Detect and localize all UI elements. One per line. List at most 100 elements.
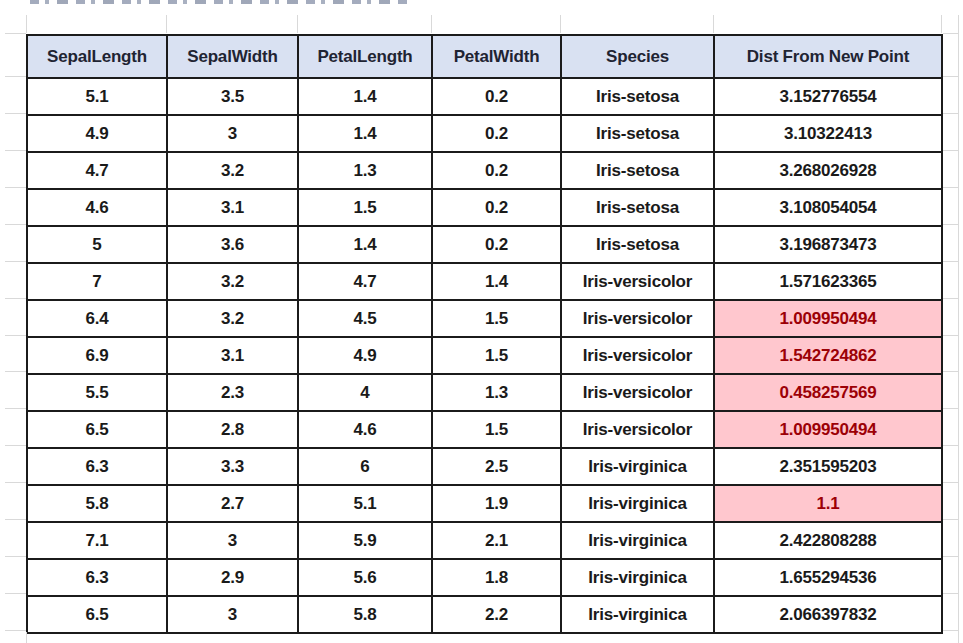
table-cell[interactable]: 3.5 — [167, 78, 298, 115]
gridline-stub — [713, 15, 714, 33]
table-cell[interactable]: Iris-virginica — [561, 448, 714, 485]
table-cell[interactable]: 3.108054054 — [714, 189, 942, 226]
table-cell[interactable]: 2.422808288 — [714, 522, 942, 559]
table-cell[interactable]: 2.1 — [432, 522, 561, 559]
table-cell[interactable]: 1.4 — [298, 226, 432, 263]
gridline-stub — [5, 187, 26, 188]
gridline-stub — [5, 150, 26, 151]
table-cell[interactable]: Iris-virginica — [561, 559, 714, 596]
table-cell[interactable]: 4.7 — [27, 152, 167, 189]
table-cell[interactable]: 6.3 — [27, 559, 167, 596]
table-cell[interactable]: 4.9 — [27, 115, 167, 152]
table-cell[interactable]: 1.4 — [432, 263, 561, 300]
table-cell-highlighted[interactable]: 1.009950494 — [714, 300, 942, 337]
table-cell[interactable]: 6 — [298, 448, 432, 485]
table-cell[interactable]: 3 — [167, 115, 298, 152]
table-cell[interactable]: 4 — [298, 374, 432, 411]
table-cell[interactable]: 2.2 — [432, 596, 561, 633]
table-cell[interactable]: Iris-setosa — [561, 78, 714, 115]
table-cell[interactable]: Iris-virginica — [561, 522, 714, 559]
table-cell[interactable]: 3.196873473 — [714, 226, 942, 263]
table-cell[interactable]: 6.5 — [27, 411, 167, 448]
column-header-petalwidth[interactable]: PetalWidth — [432, 35, 561, 78]
table-cell[interactable]: 3 — [167, 596, 298, 633]
table-cell[interactable]: 1.5 — [432, 337, 561, 374]
column-header-species[interactable]: Species — [561, 35, 714, 78]
table-cell[interactable]: 4.6 — [27, 189, 167, 226]
table-cell[interactable]: 3.6 — [167, 226, 298, 263]
table-cell[interactable]: 3.2 — [167, 152, 298, 189]
column-header-sepallength[interactable]: SepalLength — [27, 35, 167, 78]
table-cell[interactable]: 1.571623365 — [714, 263, 942, 300]
table-cell[interactable]: 3.2 — [167, 300, 298, 337]
table-cell[interactable]: 6.4 — [27, 300, 167, 337]
table-cell[interactable]: 5.1 — [27, 78, 167, 115]
table-cell[interactable]: 1.9 — [432, 485, 561, 522]
table-cell[interactable]: 6.3 — [27, 448, 167, 485]
table-cell[interactable]: 6.5 — [27, 596, 167, 633]
column-header-petallength[interactable]: PetalLength — [298, 35, 432, 78]
table-cell[interactable]: 1.5 — [432, 411, 561, 448]
table-cell[interactable]: Iris-versicolor — [561, 263, 714, 300]
table-cell[interactable]: 3.1 — [167, 337, 298, 374]
table-cell[interactable]: 1.8 — [432, 559, 561, 596]
table-cell[interactable]: 3.152776554 — [714, 78, 942, 115]
table-cell[interactable]: 2.9 — [167, 559, 298, 596]
table-cell[interactable]: Iris-versicolor — [561, 300, 714, 337]
table-cell[interactable]: Iris-versicolor — [561, 374, 714, 411]
table-cell[interactable]: 1.3 — [298, 152, 432, 189]
table-cell[interactable]: 3.10322413 — [714, 115, 942, 152]
table-cell[interactable]: Iris-setosa — [561, 115, 714, 152]
table-cell[interactable]: 1.4 — [298, 78, 432, 115]
table-cell[interactable]: 5 — [27, 226, 167, 263]
table-cell[interactable]: 2.5 — [432, 448, 561, 485]
table-cell[interactable]: 6.9 — [27, 337, 167, 374]
table-cell-highlighted[interactable]: 1.542724862 — [714, 337, 942, 374]
table-cell[interactable]: Iris-setosa — [561, 189, 714, 226]
table-cell[interactable]: 4.9 — [298, 337, 432, 374]
table-cell[interactable]: Iris-versicolor — [561, 411, 714, 448]
table-cell[interactable]: Iris-setosa — [561, 152, 714, 189]
table-cell[interactable]: 3 — [167, 522, 298, 559]
table-cell[interactable]: 1.5 — [432, 300, 561, 337]
table-cell[interactable]: 1.655294536 — [714, 559, 942, 596]
table-cell[interactable]: 5.5 — [27, 374, 167, 411]
table-cell[interactable]: 2.066397832 — [714, 596, 942, 633]
table-cell[interactable]: 3.3 — [167, 448, 298, 485]
table-cell[interactable]: 0.2 — [432, 189, 561, 226]
table-cell[interactable]: 2.8 — [167, 411, 298, 448]
table-cell[interactable]: 2.7 — [167, 485, 298, 522]
table-cell-highlighted[interactable]: 1.009950494 — [714, 411, 942, 448]
table-cell[interactable]: 1.4 — [298, 115, 432, 152]
column-header-sepalwidth[interactable]: SepalWidth — [167, 35, 298, 78]
table-cell[interactable]: 3.268026928 — [714, 152, 942, 189]
table-cell[interactable]: Iris-virginica — [561, 485, 714, 522]
table-cell[interactable]: 5.8 — [298, 596, 432, 633]
table-cell[interactable]: 5.1 — [298, 485, 432, 522]
table-cell[interactable]: 5.6 — [298, 559, 432, 596]
table-cell[interactable]: 3.1 — [167, 189, 298, 226]
table-cell[interactable]: 2.3 — [167, 374, 298, 411]
table-cell[interactable]: Iris-virginica — [561, 596, 714, 633]
table-cell[interactable]: 4.5 — [298, 300, 432, 337]
table-cell[interactable]: 5.9 — [298, 522, 432, 559]
table-cell[interactable]: 2.351595203 — [714, 448, 942, 485]
table-cell-highlighted[interactable]: 1.1 — [714, 485, 942, 522]
table-cell[interactable]: 0.2 — [432, 78, 561, 115]
gridline-stub — [297, 15, 298, 33]
table-cell[interactable]: 3.2 — [167, 263, 298, 300]
table-cell[interactable]: 5.8 — [27, 485, 167, 522]
table-cell-highlighted[interactable]: 0.458257569 — [714, 374, 942, 411]
table-cell[interactable]: 1.5 — [298, 189, 432, 226]
column-header-dist-from-new-point[interactable]: Dist From New Point — [714, 35, 942, 78]
table-cell[interactable]: 0.2 — [432, 115, 561, 152]
table-cell[interactable]: Iris-versicolor — [561, 337, 714, 374]
table-cell[interactable]: 1.3 — [432, 374, 561, 411]
table-cell[interactable]: 4.6 — [298, 411, 432, 448]
table-cell[interactable]: 7.1 — [27, 522, 167, 559]
table-cell[interactable]: 0.2 — [432, 152, 561, 189]
table-cell[interactable]: 4.7 — [298, 263, 432, 300]
table-cell[interactable]: Iris-setosa — [561, 226, 714, 263]
table-cell[interactable]: 0.2 — [432, 226, 561, 263]
table-cell[interactable]: 7 — [27, 263, 167, 300]
